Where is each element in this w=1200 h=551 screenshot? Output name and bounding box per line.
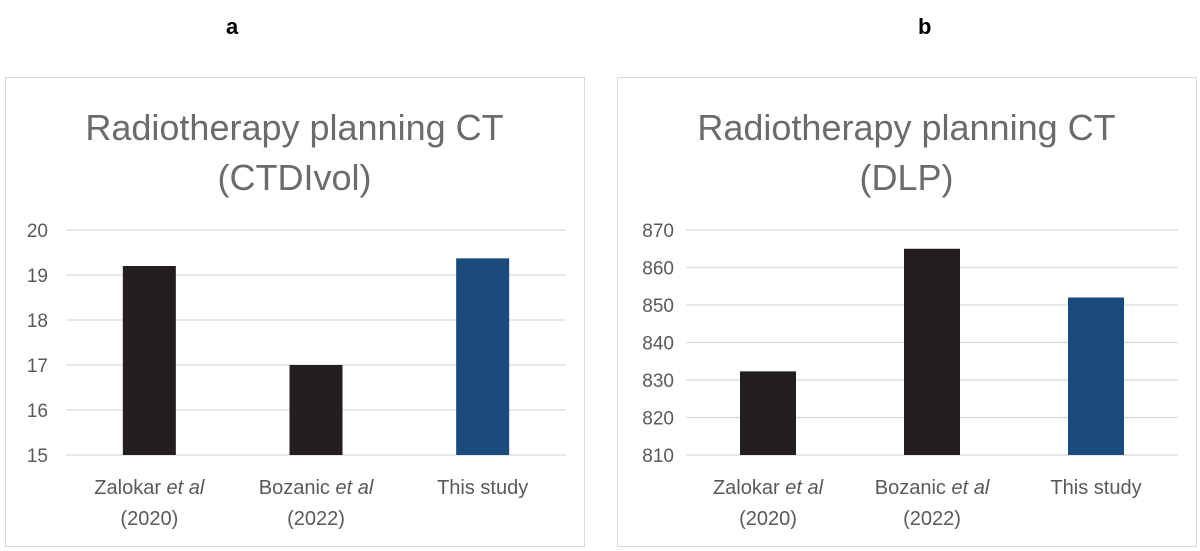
- bar: [904, 248, 960, 455]
- category-label: Bozanic et al: [259, 477, 374, 499]
- y-tick-label: 860: [642, 259, 674, 280]
- category-label-text: Zalokar: [713, 477, 785, 499]
- category-label-text: Bozanic: [259, 477, 336, 499]
- category-year-label: (2020): [120, 508, 178, 530]
- y-tick-label: 830: [642, 371, 674, 392]
- chart-a: Radiotherapy planning CT (CTDIvol) 15 16 17 1…: [27, 107, 566, 530]
- category-label: This study: [437, 477, 528, 499]
- chart-title-line: (CTDIvol): [218, 157, 372, 198]
- category-label-italic: et al: [951, 477, 989, 499]
- category-label-italic: et al: [335, 477, 373, 499]
- category-label-text: This study: [1050, 477, 1141, 499]
- bar: [289, 365, 343, 455]
- chart-panel-a: Radiotherapy planning CT (CTDIvol) 15 16 17 1…: [5, 77, 585, 547]
- y-tick-label: 20: [27, 221, 48, 242]
- category-label-italic: et al: [167, 477, 205, 499]
- y-tick-label: 850: [642, 296, 674, 317]
- category-label-text: Bozanic: [875, 477, 952, 499]
- y-tick-label: 17: [27, 356, 48, 377]
- chart-title-line: Radiotherapy planning CT: [85, 107, 503, 148]
- category-label-italic: et al: [785, 477, 823, 499]
- category-year-label: (2020): [739, 508, 797, 530]
- y-tick-label: 820: [642, 409, 674, 430]
- bar: [122, 266, 176, 455]
- category-label: This study: [1050, 477, 1141, 499]
- panel-label-a: a: [226, 14, 239, 39]
- category-label: Bozanic et al: [875, 477, 990, 499]
- bar: [456, 258, 510, 455]
- chart-title-line: Radiotherapy planning CT: [697, 107, 1115, 148]
- category-label-text: This study: [437, 477, 528, 499]
- y-tick-label: 870: [642, 221, 674, 242]
- chart-title-line: (DLP): [859, 157, 953, 198]
- category-year-label: (2022): [287, 508, 345, 530]
- y-tick-label: 19: [27, 266, 48, 287]
- chart-panel-b: Radiotherapy planning CT (DLP) 810 820 830 84…: [617, 77, 1197, 547]
- y-tick-label: 810: [642, 446, 674, 467]
- category-label: Zalokar et al: [713, 477, 824, 499]
- y-tick-label: 16: [27, 401, 48, 422]
- category-label: Zalokar et al: [94, 477, 205, 499]
- category-label-text: Zalokar: [94, 477, 166, 499]
- panel-label-b: b: [918, 14, 932, 39]
- y-tick-label: 840: [642, 334, 674, 355]
- y-tick-label: 15: [27, 446, 48, 467]
- y-tick-label: 18: [27, 311, 48, 332]
- category-year-label: (2022): [903, 508, 961, 530]
- chart-b: Radiotherapy planning CT (DLP) 810 820 830 84…: [642, 107, 1178, 530]
- bar: [1068, 297, 1124, 455]
- bar: [740, 371, 796, 455]
